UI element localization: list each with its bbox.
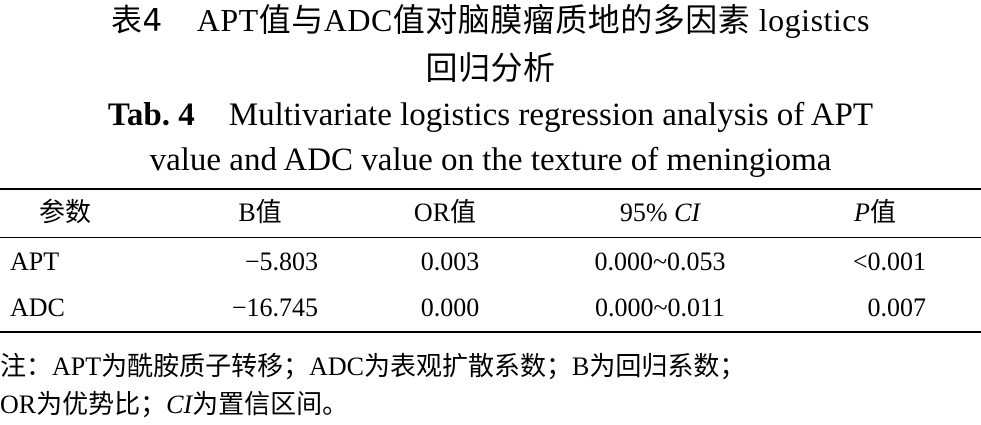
row2-ci: 0.000~0.011 — [594, 293, 726, 322]
header-ci-italic: CI — [674, 198, 701, 227]
note-or-definition: OR为优势比； — [0, 390, 167, 419]
table-note-line1: 注：APT为酰胺质子转移；ADC为表观扩散系数；B为回归系数； — [0, 352, 746, 381]
note-ci-italic: CI — [166, 390, 193, 419]
row1-param: APT — [10, 247, 60, 276]
table-label-cn: 表4 — [111, 3, 163, 39]
row1-b: −5.803 — [244, 247, 318, 276]
table-title-en: Tab. 4 Multivariate logistics regression … — [0, 96, 981, 134]
header-b-text: B — [238, 198, 256, 227]
table-header-rule — [0, 237, 981, 238]
row2-b: −16.745 — [231, 293, 318, 322]
header-ci: 95% CI — [560, 198, 760, 228]
header-b: B值 — [200, 198, 320, 228]
header-p: P值 — [820, 198, 930, 228]
header-or-suffix: 值 — [450, 198, 477, 227]
table-title-cn: 表4 APT值与ADC值对脑膜瘤质地的多因素 logistics — [0, 2, 981, 39]
header-p-suffix: 值 — [869, 198, 896, 227]
table-note-line2: OR为优势比；CI为置信区间。 — [0, 388, 981, 422]
row1-p: <0.001 — [852, 247, 926, 276]
table-title-cn-line1: APT值与ADC值对脑膜瘤质地的多因素 logistics — [196, 2, 870, 38]
table-title-en-line2: value and ADC value on the texture of me… — [149, 142, 832, 178]
table-top-rule — [0, 188, 981, 190]
row1-ci: 0.000~0.053 — [594, 247, 726, 276]
header-p-italic: P — [854, 198, 870, 227]
row2-p: 0.007 — [867, 293, 927, 322]
table-title-en-line1: Multivariate logistics regression analys… — [228, 97, 874, 133]
header-param: 参数 — [38, 198, 91, 227]
table-title-cn-line2: 回归分析 — [425, 50, 556, 86]
table-bottom-rule — [0, 331, 981, 333]
header-or-text: OR — [413, 198, 451, 227]
header-or: OR值 — [390, 198, 500, 228]
row2-or: 0.000 — [420, 293, 480, 322]
row1-or: 0.003 — [420, 247, 480, 276]
table-label-en: Tab. 4 — [107, 97, 195, 133]
header-b-suffix: 值 — [255, 198, 282, 227]
header-ci-text: 95% — [619, 198, 675, 227]
note-ci-definition: 为置信区间。 — [192, 390, 349, 419]
row2-param: ADC — [10, 293, 65, 322]
